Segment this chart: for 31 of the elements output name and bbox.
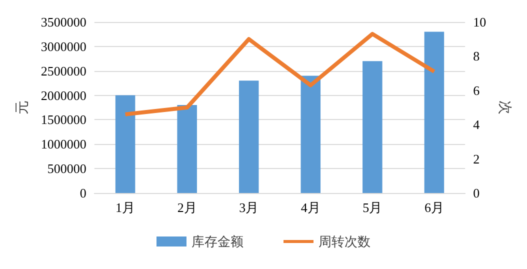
x-tick-label: 5月 [362,200,382,215]
y-tick-label: 2000000 [40,88,86,103]
y2-tick-label: 2 [473,151,480,166]
x-tick-label: 3月 [239,200,259,215]
x-tick-label: 4月 [300,200,320,215]
y2-axis-title: 次 [496,100,512,114]
x-tick-label: 2月 [177,200,197,215]
y2-tick-label: 8 [473,48,480,64]
line-series [123,32,436,116]
bar [115,95,136,193]
x-tick-label: 6月 [424,200,444,215]
y2-tick-label: 10 [473,14,486,30]
y-axis-title: 元 [16,100,30,114]
y-tick-label: 1500000 [40,112,86,128]
y-tick-label: 3000000 [40,38,86,54]
bar [424,32,444,193]
bar [238,80,259,193]
legend-label: 周转次数 [318,234,370,249]
bar [362,61,382,193]
bar [300,76,321,193]
y2-tick-label: 4 [473,117,480,132]
bar [177,105,197,193]
y2-tick-label: 0 [473,186,480,200]
y-tick-label: 0 [80,186,86,200]
y-tick-label: 1000000 [40,136,86,152]
y-tick-label: 500000 [47,161,86,176]
x-tick-label: 1月 [116,200,136,215]
y-tick-label: 2500000 [40,63,86,78]
y2-tick-label: 6 [473,82,480,98]
y-tick-label: 3500000 [40,14,86,30]
legend-label: 库存金额 [192,234,244,249]
